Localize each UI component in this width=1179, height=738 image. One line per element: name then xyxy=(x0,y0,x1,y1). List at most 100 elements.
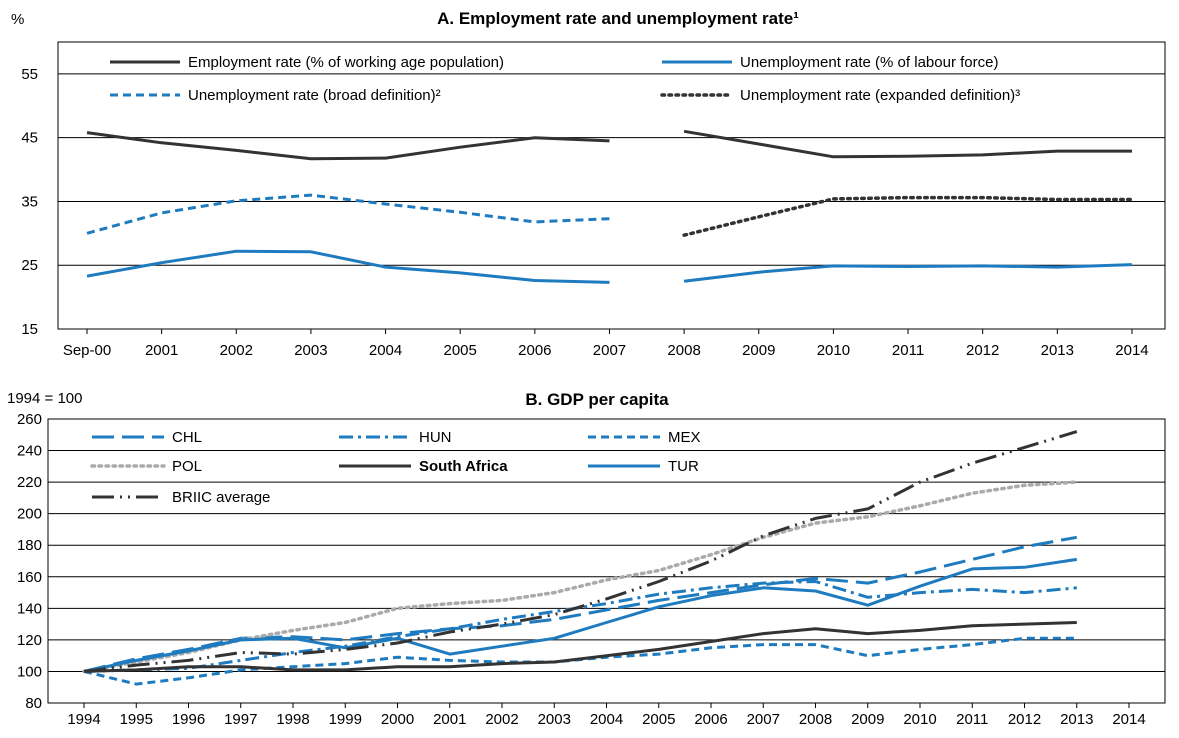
x-tick-label: 1994 xyxy=(67,711,100,728)
legend-label: MEX xyxy=(668,429,701,446)
y-tick-label: 55 xyxy=(21,66,38,83)
legend-item-mex: MEX xyxy=(588,429,701,446)
x-tick-label: 2004 xyxy=(590,711,623,728)
x-tick-label: 1995 xyxy=(120,711,153,728)
x-tick-label: 2010 xyxy=(903,711,936,728)
y-tick-label: 120 xyxy=(17,632,42,649)
x-tick-label: 2003 xyxy=(538,711,571,728)
series-unemployment-rate-broad-definition xyxy=(86,193,610,235)
legend-item-unemployment-rate-broad-definition: Unemployment rate (broad definition)² xyxy=(110,87,441,104)
x-tick-label: 2013 xyxy=(1060,711,1093,728)
x-tick-label: 2006 xyxy=(518,342,551,359)
y-tick-label: 100 xyxy=(17,663,42,680)
x-tick-label: 2001 xyxy=(433,711,466,728)
series-hun xyxy=(83,580,1077,673)
series-unemployment-rate-expanded-definition xyxy=(682,195,1134,237)
series-tur xyxy=(83,557,1078,673)
y-tick-label: 240 xyxy=(17,443,42,460)
series-line-unemployment-rate-of-labour-force xyxy=(86,249,610,284)
y-tick-label: 160 xyxy=(17,569,42,586)
panel-a-title: A. Employment rate and unemployment rate… xyxy=(437,9,799,28)
series-south-africa xyxy=(83,621,1077,673)
legend-label: South Africa xyxy=(419,458,508,475)
series-line-chl xyxy=(83,535,1078,673)
x-tick-label: 2005 xyxy=(444,342,477,359)
x-tick-label: 1996 xyxy=(172,711,205,728)
series-briic-average xyxy=(83,430,1078,673)
legend-item-pol: POL xyxy=(90,458,202,475)
series-unemployment-rate-of-labour-force xyxy=(86,249,1133,284)
panel-b-y-axis: 80 100 120 140 160 180 200 220 240 260 xyxy=(17,411,42,712)
y-tick-label: 80 xyxy=(25,695,42,712)
panel-b-title: B. GDP per capita xyxy=(525,390,669,409)
x-tick-label: 2009 xyxy=(742,342,775,359)
x-tick-label: 2004 xyxy=(369,342,402,359)
x-tick-label: 1999 xyxy=(329,711,362,728)
legend-label: Unemployment rate (expanded definition)³ xyxy=(740,87,1020,104)
panel-b-gridlines xyxy=(48,418,1165,672)
legend-item-unemployment-rate-expanded-definition: Unemployment rate (expanded definition)³ xyxy=(660,87,1020,104)
y-tick-label: 25 xyxy=(21,257,38,274)
series-line-unemployment-rate-of-labour-force xyxy=(683,263,1133,283)
panel-a-x-axis: Sep-00 2001 2002 2003 2004 2005 2006 2007 2008 20… xyxy=(63,329,1149,359)
x-tick-label: 2012 xyxy=(1008,711,1041,728)
series-line-south-africa xyxy=(83,621,1077,673)
x-tick-label: 2014 xyxy=(1112,711,1145,728)
x-tick-label: 2003 xyxy=(294,342,327,359)
panel-b-plot-frame xyxy=(47,418,1166,704)
legend-item-south-africa: South Africa xyxy=(339,458,508,475)
legend-item-unemployment-rate-of-labour-force: Unemployment rate (% of labour force) xyxy=(662,54,998,71)
legend-label: Employment rate (% of working age popula… xyxy=(188,54,504,71)
y-tick-label: 15 xyxy=(21,321,38,338)
x-tick-label: 2012 xyxy=(966,342,999,359)
x-tick-label: 2002 xyxy=(220,342,253,359)
x-tick-label: 1998 xyxy=(276,711,309,728)
panel-a-series xyxy=(86,129,1134,284)
panel-a-ylabel: % xyxy=(11,11,24,28)
x-tick-label: 2009 xyxy=(851,711,884,728)
legend-item-employment-rate-of-working-age-population: Employment rate (% of working age popula… xyxy=(110,54,504,71)
legend-label: HUN xyxy=(419,429,452,446)
panel-a-legend: Employment rate (% of working age popula… xyxy=(110,54,1020,104)
series-line-unemployment-rate-expanded-definition xyxy=(682,195,1134,237)
x-tick-label: 2006 xyxy=(694,711,727,728)
panel-b-legend: CHL HUN MEX POL South Africa TUR BRIIC average xyxy=(90,429,701,506)
series-line-unemployment-rate-broad-definition xyxy=(86,193,610,235)
x-tick-label: 2001 xyxy=(145,342,178,359)
legend-item-chl: CHL xyxy=(92,429,202,446)
y-tick-label: 220 xyxy=(17,474,42,491)
x-tick-label: 2013 xyxy=(1041,342,1074,359)
y-tick-label: 35 xyxy=(21,193,38,210)
y-tick-label: 180 xyxy=(17,537,42,554)
series-line-tur xyxy=(83,557,1078,673)
x-tick-label: Sep-00 xyxy=(63,342,111,359)
legend-label: Unemployment rate (broad definition)² xyxy=(188,87,441,104)
y-tick-label: 260 xyxy=(17,411,42,428)
x-tick-label: 2011 xyxy=(892,342,924,359)
x-tick-label: 2014 xyxy=(1115,342,1148,359)
legend-label: POL xyxy=(172,458,202,475)
series-employment-rate-of-working-age-population xyxy=(86,129,1132,161)
x-tick-label: 1997 xyxy=(224,711,257,728)
panel-b-ylabel: 1994 = 100 xyxy=(7,390,83,407)
y-tick-label: 140 xyxy=(17,600,42,617)
x-tick-label: 2002 xyxy=(485,711,518,728)
legend-label: CHL xyxy=(172,429,202,446)
x-tick-label: 2008 xyxy=(799,711,832,728)
x-tick-label: 2008 xyxy=(667,342,700,359)
x-tick-label: 2007 xyxy=(747,711,780,728)
series-line-briic-average xyxy=(83,430,1078,673)
legend-label: BRIIC average xyxy=(172,489,270,506)
x-tick-label: 2000 xyxy=(381,711,414,728)
legend-label: TUR xyxy=(668,458,699,475)
x-tick-label: 2011 xyxy=(956,711,988,728)
y-tick-label: 45 xyxy=(21,130,38,147)
x-tick-label: 2007 xyxy=(593,342,626,359)
panel-a-y-axis: 15 25 35 45 55 xyxy=(21,66,38,338)
panel-b-series xyxy=(82,430,1079,686)
legend-item-briic-average: BRIIC average xyxy=(92,489,270,506)
panel-a-plot-frame xyxy=(57,41,1166,330)
panel-b-x-axis: 1994 1995 1996 1997 1998 1999 2000 2001 2002 2003… xyxy=(67,703,1146,728)
